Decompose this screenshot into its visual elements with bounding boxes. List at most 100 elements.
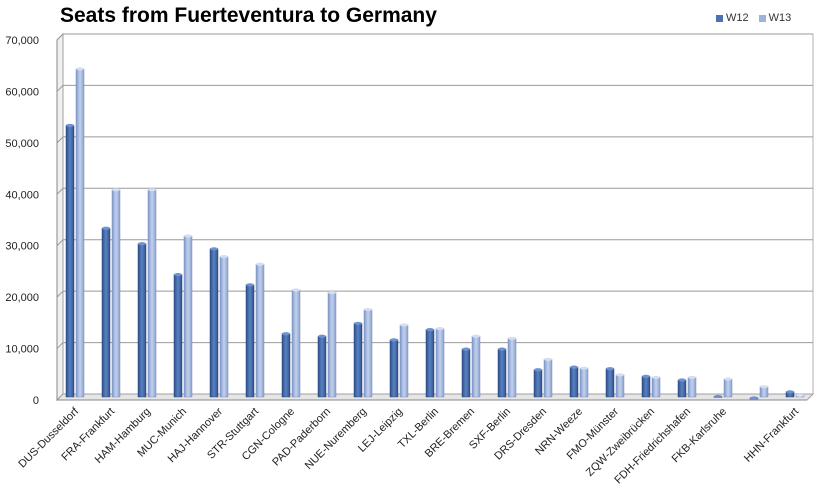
- bar-w13-top: [544, 357, 552, 362]
- bar-w13: [327, 292, 337, 398]
- bar-w13-top: [436, 326, 444, 331]
- gridline: [56, 239, 813, 247]
- bar-w13-top: [760, 385, 768, 389]
- legend-swatch-w12: [716, 14, 723, 22]
- bar-w12: [425, 329, 435, 398]
- bar-w12: [65, 125, 75, 398]
- bar-w13-top: [292, 288, 300, 292]
- legend-item-w13: W13: [758, 12, 791, 24]
- chart-title: Seats from Fuerteventura to Germany: [60, 4, 437, 27]
- bar-w12: [461, 348, 471, 398]
- bar-w13: [579, 367, 589, 398]
- bar-w13-top: [328, 290, 336, 295]
- bar-w13-top: [364, 307, 372, 312]
- bar-w12-top: [642, 374, 650, 378]
- legend-label-w12: W12: [726, 12, 749, 24]
- bar-w12-top: [66, 123, 74, 128]
- gridline: [56, 84, 813, 92]
- bar-w12: [353, 323, 363, 398]
- y-tick-label: 50,000: [5, 138, 39, 150]
- legend: W12 W13: [716, 12, 791, 24]
- bar-w13: [507, 338, 517, 398]
- bar-w12-top: [570, 365, 578, 369]
- bar-w13: [651, 377, 661, 398]
- bar-w13: [183, 235, 193, 398]
- y-tick-label: 20,000: [5, 292, 39, 304]
- bar-w13: [471, 336, 481, 398]
- bar-w13: [219, 256, 229, 398]
- gridline: [56, 187, 813, 195]
- bar-w12-top: [390, 338, 398, 342]
- bar-w12: [677, 379, 687, 398]
- bar-w13: [291, 289, 301, 398]
- bar-w12: [605, 368, 615, 398]
- bar-w13: [399, 324, 409, 398]
- bar-w13-top: [724, 377, 732, 381]
- y-tick-label: 40,000: [5, 189, 39, 201]
- plot-floor: [55, 393, 815, 401]
- bar-w12-top: [138, 242, 146, 246]
- bar-w12-top: [462, 347, 470, 351]
- gridline: [56, 136, 813, 144]
- bar-w12-top: [714, 394, 722, 399]
- bar-w12-top: [210, 247, 218, 251]
- bar-w13-top: [652, 375, 660, 380]
- bar-w12: [209, 248, 219, 398]
- gridline: [56, 33, 813, 41]
- legend-swatch-w13: [758, 14, 766, 22]
- bar-w13-top: [688, 375, 696, 380]
- y-tick-label: 70,000: [5, 35, 39, 47]
- bar-w13-top: [76, 67, 84, 71]
- bar-w12: [533, 369, 543, 398]
- bar-w13: [111, 189, 121, 398]
- x-tick-label: NUE-Nuremberg: [303, 406, 369, 472]
- x-tick-label: HHN-Frankfurt: [742, 406, 801, 465]
- bar-w12-top: [102, 226, 110, 230]
- bar-w13-top: [220, 254, 228, 259]
- bar-w13-top: [508, 336, 516, 340]
- y-tick-label: 10,000: [5, 344, 39, 356]
- bar-w13-top: [256, 262, 264, 266]
- bar-w12: [281, 333, 291, 398]
- bar-w12-top: [174, 272, 182, 277]
- bar-w12-top: [786, 390, 794, 394]
- gridline: [56, 342, 813, 349]
- bar-w12: [497, 348, 507, 398]
- bar-w13: [723, 378, 733, 398]
- bar-w12-top: [750, 396, 758, 400]
- bar-w13: [543, 359, 553, 398]
- bar-w13: [75, 68, 85, 398]
- bar-w13: [255, 264, 265, 398]
- y-tick-label: 30,000: [5, 241, 39, 253]
- x-tick-label: DUS-Dusseldorf: [16, 405, 81, 470]
- bar-w12-top: [534, 368, 542, 372]
- bar-w12-top: [426, 328, 434, 332]
- bar-w12: [101, 228, 111, 398]
- bar-w13-top: [400, 323, 408, 327]
- bar-w12-top: [606, 367, 614, 371]
- y-tick-label: 60,000: [5, 86, 39, 98]
- y-tick-label: 0: [33, 395, 39, 407]
- bar-w12-top: [282, 332, 290, 336]
- bar-w13-top: [472, 334, 480, 338]
- bar-w12-top: [498, 347, 506, 351]
- bar-w12-top: [246, 283, 254, 287]
- bar-w13-top: [184, 234, 192, 238]
- bar-w13-top: [112, 188, 120, 192]
- bar-w13: [687, 377, 697, 398]
- bar-w13: [435, 328, 445, 398]
- bar-w13-top: [148, 188, 156, 192]
- bar-w12-top: [354, 321, 362, 326]
- bar-w13-top: [616, 373, 624, 377]
- bar-w12: [173, 274, 183, 398]
- bar-w13-top: [580, 366, 588, 370]
- bar-w12: [137, 243, 147, 398]
- x-tick-label: ZQW-Zweibrücken: [584, 406, 657, 479]
- bar-w12: [569, 366, 579, 398]
- bar-w13: [363, 309, 373, 398]
- bar-w12-top: [318, 334, 326, 338]
- gridline: [56, 290, 813, 298]
- bar-w12-top: [678, 378, 686, 382]
- bar-w12: [389, 339, 399, 398]
